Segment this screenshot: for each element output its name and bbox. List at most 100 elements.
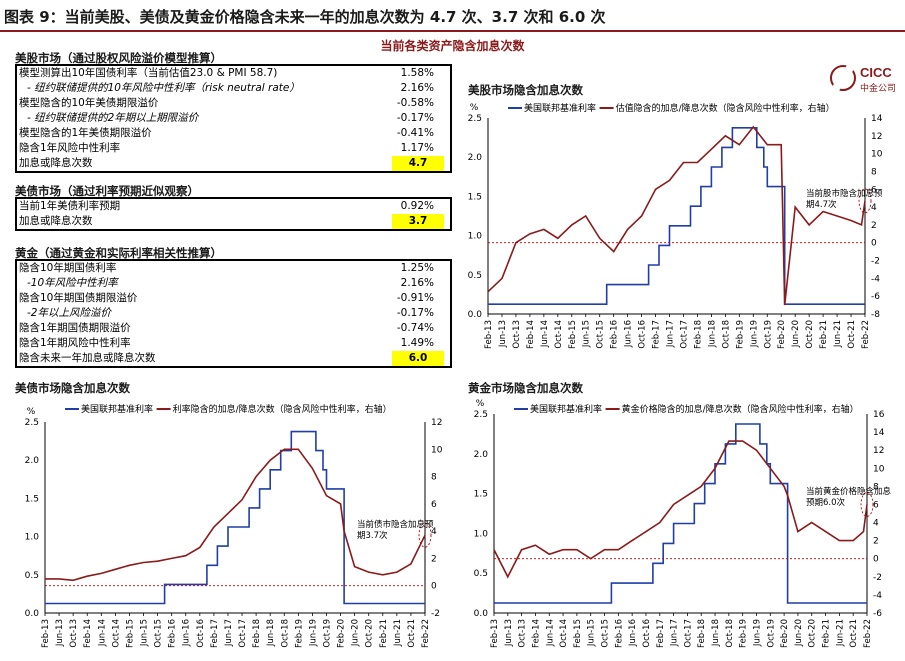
- y-tick-label-right: 6: [873, 500, 879, 510]
- annotation-circle: [418, 522, 432, 548]
- x-tick-label: Jun-18: [707, 320, 717, 348]
- x-tick-label: Feb-14: [526, 320, 536, 349]
- row-value: -0.74%: [396, 322, 434, 334]
- treasury-implied-table: 当前1年美债利率预期 0.92% 加息或降息次数 3.7: [15, 197, 452, 231]
- annotation-circle: [860, 492, 874, 517]
- x-tick-label: Feb-21: [822, 619, 832, 648]
- x-tick-label: Feb-14: [531, 619, 541, 648]
- x-tick-label: Jun-15: [140, 619, 150, 647]
- x-tick-label: Oct-17: [683, 619, 693, 648]
- y-tick-label-right: 0: [873, 555, 879, 565]
- y-tick-label-right: -4: [871, 274, 880, 284]
- table-row: 隐含1年风险中性利率 1.17%: [17, 141, 450, 156]
- y-tick-label-right: -2: [873, 573, 882, 583]
- x-tick-label: Jun-17: [666, 320, 676, 348]
- x-tick-label: Feb-21: [819, 320, 829, 349]
- x-tick-label: Oct-18: [721, 320, 731, 349]
- y-tick-label-left: 2.5: [25, 418, 39, 428]
- row-label: - 纽约联储提供的2年期以上期限溢价: [27, 112, 199, 124]
- y-tick-label-right: 2: [431, 554, 437, 564]
- y-tick-label-right: -6: [871, 292, 880, 302]
- x-tick-label: Jun-20: [794, 619, 804, 647]
- x-tick-label: Jun-17: [224, 619, 234, 647]
- row-value: -0.41%: [396, 127, 434, 139]
- x-tick-label: Oct-21: [407, 619, 417, 648]
- x-tick-label: Feb-22: [863, 619, 873, 648]
- logo-name: 中金公司: [860, 84, 897, 94]
- y-tick-label-left: 1.0: [468, 232, 483, 242]
- row-value: 0.92%: [400, 200, 434, 212]
- figure-subtitle: 当前各类资产隐含加息次数: [380, 39, 525, 53]
- table-row: - 纽约联储提供的10年风险中性利率（risk neutral rate） 2.1…: [17, 81, 450, 96]
- table-row: 模型隐含的1年美债期限溢价 -0.41%: [17, 126, 450, 141]
- y-tick-label-right: 8: [431, 473, 437, 483]
- row-label: 加息或降息次数: [19, 157, 93, 169]
- table-title-equity: 美股市场（通过股权风险溢价模型推算）: [15, 51, 222, 65]
- row-label: 隐含1年期国债期限溢价: [19, 322, 131, 334]
- cicc-logo-icon: [830, 65, 856, 91]
- y-tick-label-right: 12: [873, 446, 884, 456]
- x-tick-label: Oct-18: [280, 619, 290, 648]
- x-tick-label: Oct-16: [638, 320, 648, 349]
- y-tick-label-right: -8: [871, 310, 880, 320]
- figure-title: 图表 9：当前美股、美债及黄金价格隐含未来一年的加息次数为 4.7 次、3.7 …: [4, 8, 606, 26]
- x-tick-label: Feb-19: [735, 320, 745, 349]
- row-value: 2.16%: [400, 82, 434, 94]
- y-tick-label-right: 8: [871, 167, 877, 177]
- row-label: 隐含10年期国债期限溢价: [19, 292, 138, 304]
- x-tick-label: Feb-20: [780, 619, 790, 648]
- y-tick-label-left: 1.5: [468, 192, 482, 202]
- row-value: 1.25%: [400, 262, 434, 274]
- y-tick-label-left: 2.0: [468, 153, 483, 163]
- table-row: 隐含1年期国债期限溢价 -0.74%: [17, 321, 450, 336]
- x-tick-label: Jun-13: [504, 619, 514, 647]
- x-tick-label: Oct-20: [805, 320, 815, 349]
- x-tick-label: Oct-21: [847, 320, 857, 349]
- x-tick-label: Feb-20: [777, 320, 787, 349]
- fed-funds-rate-line: [488, 127, 865, 305]
- x-tick-label: Feb-16: [610, 320, 620, 349]
- row-label: 隐含10年期国债利率: [19, 262, 117, 274]
- x-tick-label: Oct-13: [512, 320, 522, 349]
- y-tick-label-right: 2: [871, 221, 877, 231]
- hike-count-value: 6.0: [392, 351, 444, 366]
- legend-label: 利率隐含的加息/降息次数（隐含风险中性利率，右轴）: [173, 403, 392, 415]
- x-tick-label: Oct-14: [111, 619, 121, 648]
- table-row: 隐含10年期国债期限溢价 -0.91%: [17, 291, 450, 306]
- title-divider: [0, 30, 905, 32]
- x-tick-label: Jun-16: [182, 619, 192, 647]
- x-tick-label: Feb-16: [614, 619, 624, 648]
- x-tick-label: Oct-14: [559, 619, 569, 648]
- y-tick-label-right: 2: [873, 537, 879, 547]
- y-tick-label-right: 0: [431, 582, 437, 592]
- x-tick-label: Jun-20: [351, 619, 361, 647]
- row-value: 1.58%: [400, 67, 434, 79]
- chart-title-treasury: 美债市场隐含加息次数: [15, 381, 130, 395]
- y-tick-label-left: 0.5: [474, 569, 488, 579]
- y-tick-label-right: 14: [873, 428, 885, 438]
- x-tick-label: Jun-20: [791, 320, 801, 348]
- cicc-logo: CICC 中金公司: [826, 63, 898, 97]
- y-tick-label-left: 2.5: [468, 114, 482, 124]
- x-tick-label: Oct-14: [554, 320, 564, 349]
- x-tick-label: Oct-16: [196, 619, 206, 648]
- x-tick-label: Feb-16: [168, 619, 178, 648]
- table-row: 模型隐含的10年美债期限溢价 -0.58%: [17, 96, 450, 111]
- y-tick-label-left: 1.5: [474, 490, 488, 500]
- y-tick-label-left: 0.0: [25, 609, 40, 619]
- x-tick-label: Feb-18: [252, 619, 262, 648]
- x-tick-label: Feb-17: [656, 619, 666, 648]
- row-value: -0.91%: [396, 292, 434, 304]
- x-tick-label: Jun-14: [545, 619, 555, 647]
- x-tick-label: Oct-20: [808, 619, 818, 648]
- y-tick-label-right: 4: [431, 527, 437, 537]
- legend-label: 黄金价格隐含的加息/降息次数（隐含风险中性利率，右轴）: [622, 403, 859, 415]
- x-tick-label: Jun-21: [835, 619, 845, 647]
- table-total-row: 加息或降息次数 3.7: [17, 214, 450, 229]
- y-tick-label-left: 2.5: [474, 410, 488, 420]
- row-label: 当前1年美债利率预期: [19, 200, 121, 212]
- x-tick-label: Feb-20: [337, 619, 347, 648]
- x-tick-label: Jun-18: [266, 619, 276, 647]
- y-tick-label-right: -2: [431, 609, 440, 619]
- x-tick-label: Jun-16: [628, 619, 638, 647]
